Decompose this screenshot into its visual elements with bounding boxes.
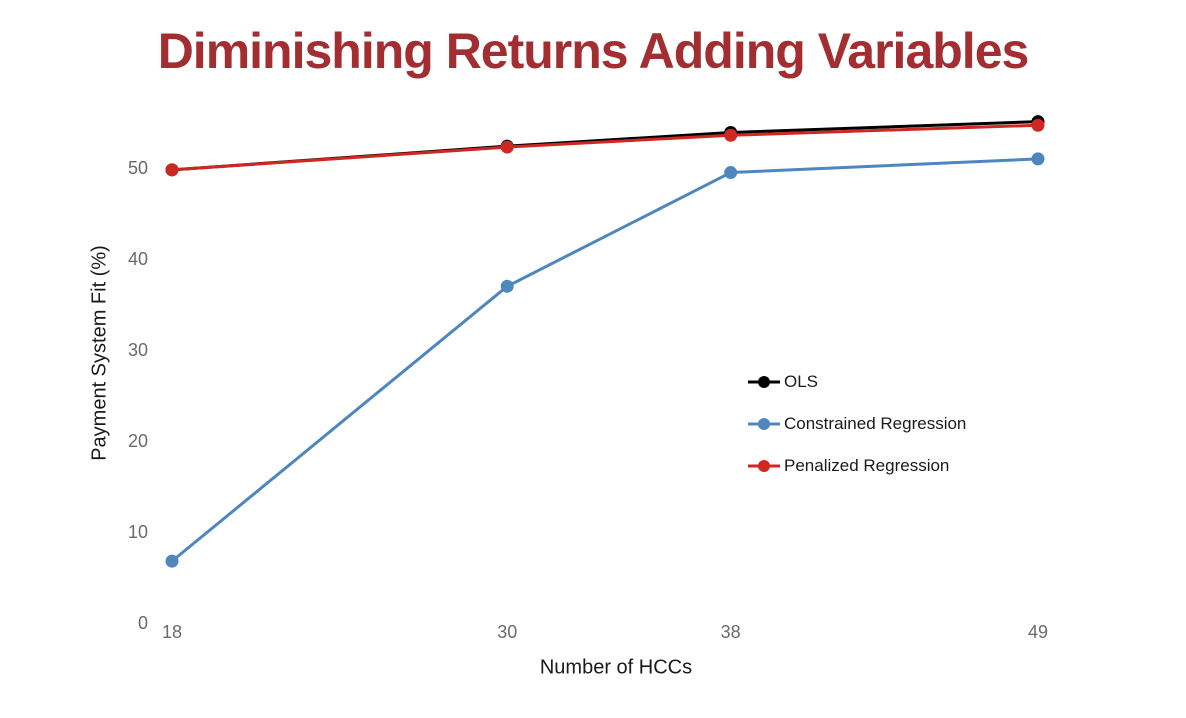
data-point-penalized-regression (165, 163, 179, 177)
legend-label-penalized: Penalized Regression (784, 456, 950, 475)
legend-marker-penalized-icon (748, 460, 780, 472)
y-tick-label: 30 (128, 340, 148, 360)
y-tick-label: 40 (128, 249, 148, 269)
legend-item-constrained-regression: Constrained Regression (748, 410, 966, 438)
series-line-constrained-regression (170, 157, 1040, 563)
y-tick-label: 0 (138, 613, 148, 633)
data-point-penalized-regression (500, 140, 514, 154)
legend-item-ols: OLS (748, 368, 966, 396)
x-tick-label: 38 (721, 622, 741, 642)
x-tick-label: 18 (162, 622, 182, 642)
data-point-constrained-regression (1031, 152, 1045, 166)
chart-svg: 0 10 20 30 40 50 18 30 38 49 (128, 115, 1048, 642)
y-tick-label: 50 (128, 158, 148, 178)
x-axis-label: Number of HCCs (539, 656, 693, 679)
chart-title: Diminishing Returns Adding Variables (157, 23, 1030, 79)
legend-marker-constrained-icon (748, 418, 780, 430)
x-tick-label: 49 (1028, 622, 1048, 642)
series-line-penalized-regression (170, 123, 1040, 172)
y-tick-label: 10 (128, 522, 148, 542)
y-tick-label: 20 (128, 431, 148, 451)
data-point-penalized-regression (724, 128, 738, 142)
data-point-constrained-regression (165, 554, 179, 568)
legend-label-ols: OLS (784, 372, 819, 391)
data-point-constrained-regression (500, 279, 514, 293)
x-tick-label: 30 (497, 622, 517, 642)
data-point-constrained-regression (724, 166, 738, 180)
legend-item-penalized-regression: Penalized Regression (748, 452, 966, 480)
legend-label-constrained: Constrained Regression (784, 414, 967, 433)
data-point-penalized-regression (1031, 118, 1045, 132)
legend-marker-ols-icon (748, 376, 780, 388)
legend: OLS Constrained Regression Penalized Reg… (748, 368, 966, 494)
